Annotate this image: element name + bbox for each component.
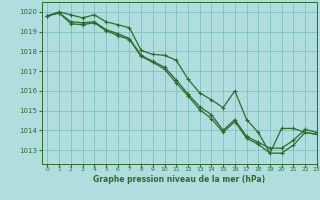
- X-axis label: Graphe pression niveau de la mer (hPa): Graphe pression niveau de la mer (hPa): [93, 175, 265, 184]
